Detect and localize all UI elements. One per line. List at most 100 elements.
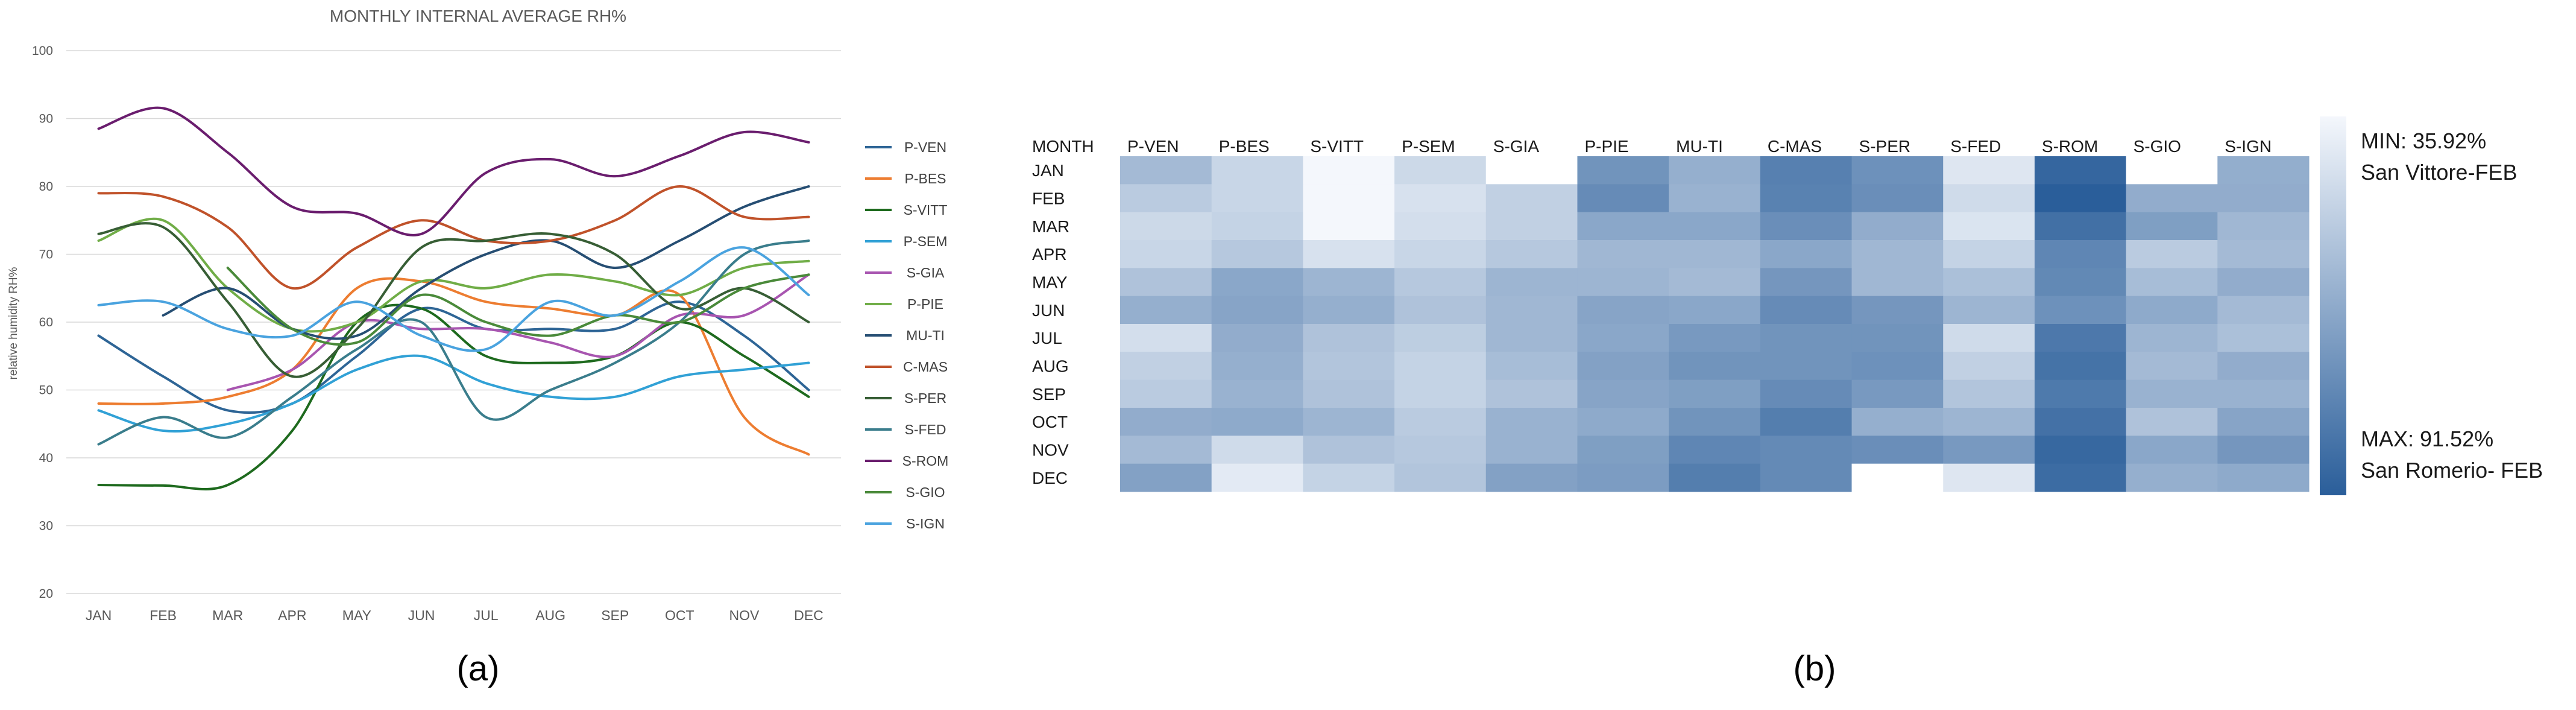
series-line-s-vitt [97,303,810,490]
x-tick-labels: JAN FEB MAR APR MAY JUN JUL AUG SEP OCT NOV DEC [86,607,824,623]
heatmap-cell [2126,436,2218,464]
heatmap-cell [1669,184,1761,213]
heatmap-cell [1577,324,1669,352]
heatmap-row-label: JUL [1032,329,1062,347]
heatmap-row-label: MAR [1032,217,1069,236]
heatmap-cell [2126,379,2218,408]
heatmap-cell [1851,156,1944,185]
heatmap-row-label: SEP [1032,385,1066,404]
heatmap-cell [1303,379,1395,408]
heatmap-cell [2217,240,2310,268]
colorbar-min-label: MIN: 35.92% [2361,128,2486,153]
heatmap-cell [1394,268,1487,297]
heatmap-cell [1943,212,2035,241]
heatmap-cell [1485,156,1578,185]
legend-label: MU-TI [906,328,945,343]
heatmap-cell [2217,184,2310,213]
legend-label: S-PER [904,390,946,406]
series-line-s-gio [226,267,810,346]
heatmap-cell [2217,268,2310,297]
heatmap-cell [1851,408,1944,436]
heatmap-cell [2126,324,2218,352]
series-line-p-ven [97,300,810,414]
heatmap-cell [2126,212,2218,241]
heatmap-cell [1394,436,1487,464]
heatmap-cell [1577,463,1669,492]
heatmap-cell [1669,408,1761,436]
heatmap-cell [1120,379,1212,408]
heatmap-cell [1577,240,1669,268]
x-tick-label: JUN [408,607,435,623]
heatmap-row-label: OCT [1032,413,1068,431]
heatmap-cell [1760,296,1853,325]
heatmap-cell [1303,436,1395,464]
legend-label: S-FED [905,422,946,437]
heatmap-cell [1211,212,1303,241]
heatmap-cell [1943,379,2035,408]
heatmap-cell [1851,379,1944,408]
heatmap-column-label: S-PER [1859,137,1911,156]
heatmap-cell [1120,408,1212,436]
series-line-p-pie [97,217,810,333]
heatmap-cell [1303,463,1395,492]
heatmap-cell [1851,212,1944,241]
line-chart: MONTHLY INTERNAL AVERAGE RH% relative hu… [7,7,948,623]
y-tick-labels: 20 30 40 50 60 70 80 90 100 [32,44,53,601]
heatmap-cell [1851,436,1944,464]
x-tick-label: MAR [212,607,243,623]
series-line-mu-ti [162,185,810,340]
y-tick-label: 50 [39,384,53,398]
heatmap-cell [1394,156,1487,185]
heatmap-cell [1211,463,1303,492]
heatmap-cell [2126,184,2218,213]
heatmap-cell [1211,379,1303,408]
heatmap-column-labels: P-VEN P-BES S-VITT P-SEM S-GIA P-PIE MU-TI C-MA… [1127,137,2272,156]
heatmap-cell [1577,156,1669,185]
heatmap-cell [1577,268,1669,297]
heatmap-cell [1851,296,1944,325]
heatmap-cell [2034,268,2127,297]
legend-label: S-GIA [907,265,945,281]
heatmap-column-label: C-MAS [1768,137,1822,156]
heatmap-cell [1120,156,1212,185]
heatmap-cell [1303,240,1395,268]
heatmap-cell [2217,379,2310,408]
heatmap-cell [1577,436,1669,464]
heatmap-cell [1943,463,2035,492]
heatmap-cell [1485,324,1578,352]
x-tick-label: AUG [535,607,565,623]
heatmap-cell [1851,268,1944,297]
heatmap-cell [1851,240,1944,268]
heatmap-cell [1760,156,1853,185]
heatmap-cell [1394,240,1487,268]
line-chart-legend: P-VEN P-BES S-VITT P-SEM S-GIA P-PIE MU-TI C-MA… [865,139,948,531]
heatmap-cell [1485,352,1578,381]
heatmap-cell [2126,463,2218,492]
colorbar-min-site: San Vittore-FEB [2361,160,2517,185]
heatmap-cell [1760,408,1853,436]
heatmap-cell [1211,324,1303,352]
heatmap-cell [2217,463,2310,492]
heatmap-cell [1120,352,1212,381]
heatmap-cell [1211,352,1303,381]
heatmap-cell [2217,296,2310,325]
series-line-s-ign [97,246,810,352]
heatmap-cell [1577,379,1669,408]
heatmap-cell [1943,184,2035,213]
heatmap-cell [1394,379,1487,408]
heatmap-column-label: P-VEN [1127,137,1179,156]
heatmap-cells [1120,156,2310,492]
heatmap-cell [1669,463,1761,492]
heatmap-cell [1303,352,1395,381]
heatmap-cell [2034,156,2127,185]
heatmap-cell [1303,212,1395,241]
heatmap-cell [1211,296,1303,325]
heatmap-cell [2034,352,2127,381]
x-tick-label: JAN [86,607,112,623]
heatmap-cell [1760,436,1853,464]
heatmap-cell [1394,324,1487,352]
y-tick-label: 20 [39,587,53,601]
heatmap-cell [1669,324,1761,352]
heatmap-cell [1577,212,1669,241]
line-series-group [97,106,810,490]
